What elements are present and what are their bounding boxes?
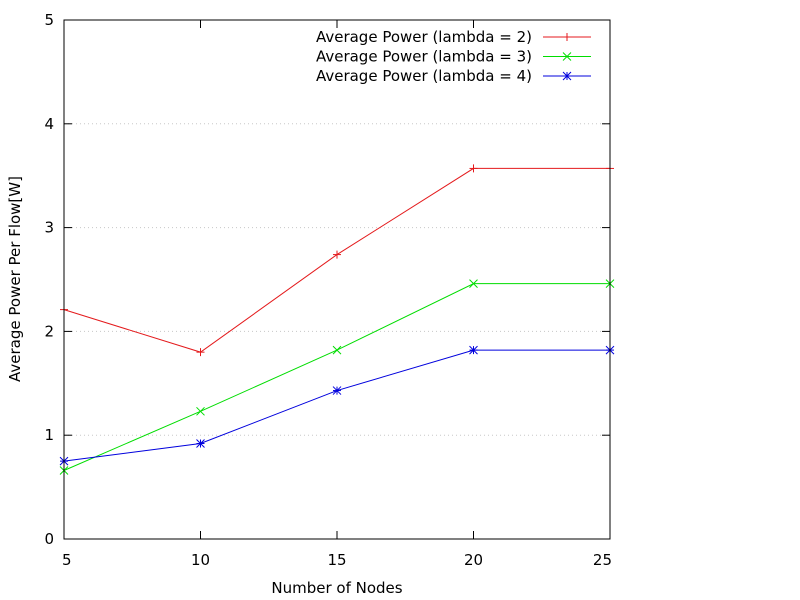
axis-ticks: 0 1 2 3 4 5 5 10 15 20 25 <box>44 11 612 569</box>
y-tick-label: 4 <box>44 115 54 133</box>
legend: Average Power (lambda = 2) Average Power … <box>316 28 591 85</box>
legend-swatch-marker <box>562 52 572 61</box>
series-3-point <box>196 439 205 448</box>
legend-entry-1: Average Power (lambda = 2) <box>316 28 591 46</box>
series-2-point <box>196 406 205 416</box>
y-tick-label: 5 <box>44 11 54 29</box>
series-1-point <box>196 348 205 357</box>
y-tick-label: 2 <box>44 322 54 340</box>
series-group <box>59 164 615 475</box>
legend-label: Average Power (lambda = 3) <box>316 48 532 66</box>
series-2-point <box>332 345 342 355</box>
series-1-point <box>469 164 478 173</box>
legend-entry-3: Average Power (lambda = 4) <box>316 67 591 85</box>
x-tick-label: 15 <box>327 551 346 569</box>
legend-label: Average Power (lambda = 2) <box>316 28 532 46</box>
legend-swatch-marker <box>563 33 571 41</box>
series-2-line <box>63 283 610 471</box>
x-tick-label: 10 <box>191 551 210 569</box>
series-2-point <box>469 279 478 289</box>
grid <box>64 123 610 436</box>
legend-entry-2: Average Power (lambda = 3) <box>316 48 591 66</box>
x-tick-label: 5 <box>62 551 72 569</box>
legend-swatch-marker <box>562 71 572 81</box>
x-tick-label: 20 <box>464 551 483 569</box>
series-1-line <box>63 167 610 353</box>
series-3-line <box>63 349 610 462</box>
x-tick-label: 25 <box>593 551 612 569</box>
x-axis-title: Number of Nodes <box>271 579 402 597</box>
y-tick-label: 1 <box>44 426 54 444</box>
series-1-point <box>333 250 341 259</box>
y-tick-label: 0 <box>44 530 54 548</box>
series-3-point <box>469 345 478 355</box>
legend-label: Average Power (lambda = 4) <box>316 67 532 85</box>
y-tick-label: 3 <box>44 219 54 237</box>
series-3-point <box>332 386 342 395</box>
y-axis-title: Average Power Per Flow[W] <box>6 176 24 382</box>
plot-frame <box>63 19 611 540</box>
